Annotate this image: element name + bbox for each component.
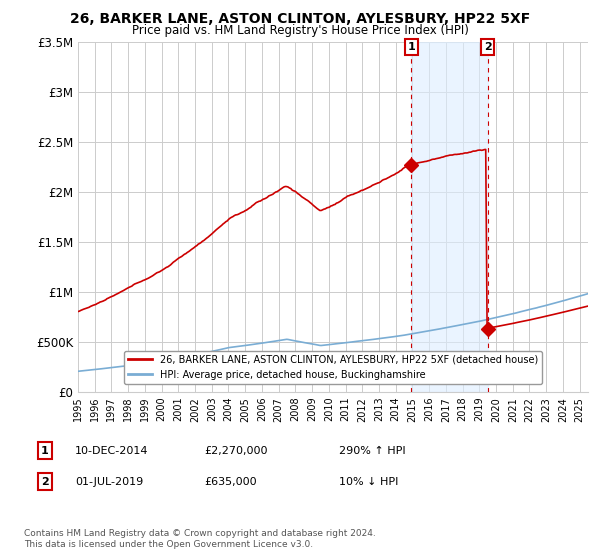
Text: 2: 2: [484, 42, 491, 52]
Legend: 26, BARKER LANE, ASTON CLINTON, AYLESBURY, HP22 5XF (detached house), HPI: Avera: 26, BARKER LANE, ASTON CLINTON, AYLESBUR…: [124, 351, 542, 384]
Text: 2: 2: [41, 477, 49, 487]
Text: Price paid vs. HM Land Registry's House Price Index (HPI): Price paid vs. HM Land Registry's House …: [131, 24, 469, 36]
Text: 1: 1: [407, 42, 415, 52]
Text: 290% ↑ HPI: 290% ↑ HPI: [339, 446, 406, 456]
Text: 1: 1: [41, 446, 49, 456]
Text: £635,000: £635,000: [204, 477, 257, 487]
Text: 26, BARKER LANE, ASTON CLINTON, AYLESBURY, HP22 5XF: 26, BARKER LANE, ASTON CLINTON, AYLESBUR…: [70, 12, 530, 26]
Text: 10% ↓ HPI: 10% ↓ HPI: [339, 477, 398, 487]
Text: 10-DEC-2014: 10-DEC-2014: [75, 446, 149, 456]
Text: £2,270,000: £2,270,000: [204, 446, 268, 456]
Text: 01-JUL-2019: 01-JUL-2019: [75, 477, 143, 487]
Text: Contains HM Land Registry data © Crown copyright and database right 2024.
This d: Contains HM Land Registry data © Crown c…: [24, 529, 376, 549]
